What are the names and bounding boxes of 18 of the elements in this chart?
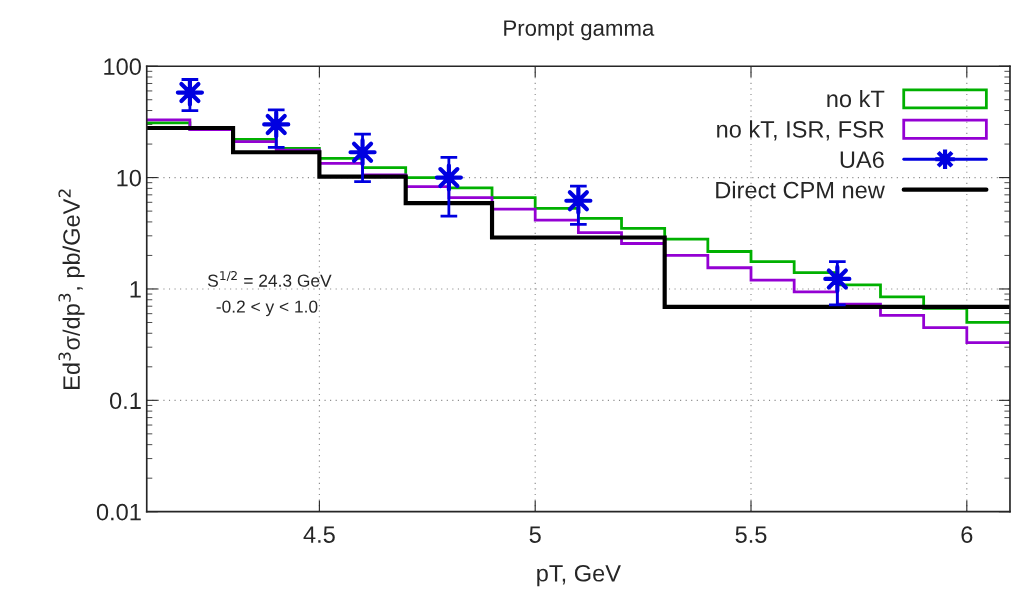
x-tick-label: 5.5 (735, 526, 767, 543)
legend-label: no kT (827, 89, 885, 108)
y-tick-label: 100 (104, 58, 141, 76)
x-axis-title: pT, GeV (537, 564, 621, 587)
y-tick-label: 0.01 (96, 503, 141, 521)
y-tick-label: 1 (130, 281, 141, 298)
legend-label: Direct CPM new (716, 181, 885, 199)
x-tick-label: 5 (529, 526, 541, 543)
legend-label: UA6 (840, 151, 884, 169)
chart-title: Prompt gamma (504, 20, 655, 41)
annotation: S$^{1/2}$ = 24.3 GeV (207, 270, 332, 287)
y-tick-label: 0.1 (109, 392, 141, 410)
legend-label: no kT, ISR, FSR (717, 120, 884, 141)
y-axis-title: Ed$^{3}$σ/dp$^{3}$, pb/GeV$^{2}$ (58, 189, 85, 389)
x-tick-label: 4.5 (303, 526, 335, 543)
y-tick-label: 10 (117, 169, 141, 187)
annotation: -0.2 < y < 1.0 (216, 300, 318, 317)
x-tick-label: 6 (961, 526, 973, 543)
